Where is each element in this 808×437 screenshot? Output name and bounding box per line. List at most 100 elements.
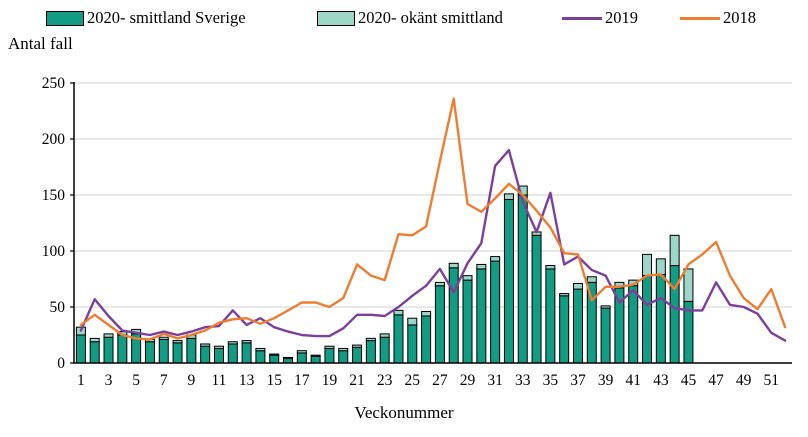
x-tick-label-3: 3 bbox=[105, 372, 113, 389]
bar-smittland-sverige-w28 bbox=[448, 267, 459, 364]
bar-smittland-sverige-w8 bbox=[172, 342, 183, 364]
bar-smittland-sverige-w39 bbox=[600, 307, 611, 364]
x-axis-title: Veckonummer bbox=[354, 403, 454, 422]
bar-smittland-sverige-w6 bbox=[144, 341, 155, 364]
bar-smittland-sverige-w33 bbox=[517, 194, 528, 364]
x-tick-label-27: 27 bbox=[432, 372, 448, 389]
bar-okant-smittland-w18 bbox=[310, 354, 321, 357]
bar-smittland-sverige-w42 bbox=[642, 275, 653, 364]
axes bbox=[73, 82, 792, 364]
bar-smittland-sverige-w10 bbox=[200, 345, 211, 364]
bar-okant-smittland-w24 bbox=[393, 309, 404, 316]
x-tick-label-35: 35 bbox=[543, 372, 559, 389]
y-tick-label-100: 100 bbox=[42, 243, 66, 260]
x-tick-label-23: 23 bbox=[377, 372, 393, 389]
bar-smittland-sverige-w3 bbox=[103, 336, 114, 364]
bar-okant-smittland-w7 bbox=[158, 336, 169, 340]
y-axis-title: Antal fall bbox=[8, 34, 73, 53]
x-tick-label-11: 11 bbox=[212, 372, 227, 389]
bar-smittland-sverige-w34 bbox=[531, 234, 542, 364]
bar-okant-smittland-w14 bbox=[255, 347, 266, 352]
bar-okant-smittland-w23 bbox=[379, 333, 390, 338]
bar-okant-smittland-w42 bbox=[642, 253, 653, 277]
bar-smittland-sverige-w30 bbox=[476, 268, 487, 364]
line-2019 bbox=[79, 148, 787, 342]
x-tick-label-1: 1 bbox=[77, 372, 85, 389]
y-tick-label-200: 200 bbox=[42, 131, 66, 148]
x-tick-label-9: 9 bbox=[187, 372, 195, 389]
bar-okant-smittland-w17 bbox=[296, 350, 307, 354]
x-tick-label-41: 41 bbox=[625, 372, 641, 389]
x-tick-label-47: 47 bbox=[708, 372, 724, 389]
bar-smittland-sverige-w17 bbox=[296, 352, 307, 364]
x-tick-label-49: 49 bbox=[736, 372, 752, 389]
y-tick-label-250: 250 bbox=[42, 75, 66, 92]
bar-smittland-sverige-w11 bbox=[213, 347, 224, 364]
legend-label-2019: 2019 bbox=[605, 8, 638, 27]
bar-okant-smittland-w35 bbox=[545, 265, 556, 270]
bar-smittland-sverige-w25 bbox=[407, 324, 418, 364]
bar-okant-smittland-w45 bbox=[683, 268, 694, 302]
legend-line-2018 bbox=[680, 16, 720, 20]
bar-smittland-sverige-w29 bbox=[462, 279, 473, 364]
x-tick-label-7: 7 bbox=[160, 372, 168, 389]
line-2018 bbox=[79, 97, 787, 341]
x-tick-label-31: 31 bbox=[487, 372, 503, 389]
x-tick-label-33: 33 bbox=[515, 372, 531, 389]
bar-smittland-sverige-w14 bbox=[255, 350, 266, 364]
bar-smittland-sverige-w22 bbox=[365, 340, 376, 364]
x-tick-label-37: 37 bbox=[570, 372, 586, 389]
bar-smittland-sverige-w15 bbox=[269, 354, 280, 364]
x-tick-label-19: 19 bbox=[322, 372, 338, 389]
legend-item-2019: 2019 bbox=[562, 8, 638, 28]
bar-okant-smittland-w12 bbox=[227, 341, 238, 345]
bar-smittland-sverige-w23 bbox=[379, 336, 390, 364]
bar-okant-smittland-w36 bbox=[559, 293, 570, 297]
bar-okant-smittland-w30 bbox=[476, 263, 487, 270]
x-axis-ticks: 1 3 5 7 9 11 13 15 17 19 21 23 25 27 29 31 33 35 37 39 41 43 4… bbox=[77, 372, 779, 389]
bar-smittland-sverige-w44 bbox=[669, 265, 680, 364]
bar-smittland-sverige-w12 bbox=[227, 343, 238, 364]
x-tick-label-45: 45 bbox=[681, 372, 697, 389]
bar-okant-smittland-w32 bbox=[503, 193, 514, 200]
bar-okant-smittland-w31 bbox=[490, 256, 501, 262]
bar-okant-smittland-w2 bbox=[89, 337, 100, 343]
x-tick-label-13: 13 bbox=[239, 372, 255, 389]
bar-smittland-sverige-w2 bbox=[89, 341, 100, 364]
bar-smittland-sverige-w41 bbox=[628, 285, 639, 364]
x-tick-label-5: 5 bbox=[132, 372, 140, 389]
bar-okant-smittland-w13 bbox=[241, 340, 252, 344]
bar-okant-smittland-w19 bbox=[324, 345, 335, 349]
bar-smittland-sverige-w13 bbox=[241, 342, 252, 364]
y-tick-label-0: 0 bbox=[57, 355, 65, 372]
legend-label-2020-sverige: 2020- smittland Sverige bbox=[87, 8, 246, 27]
legend-label-2018: 2018 bbox=[723, 8, 756, 27]
bars-2020 bbox=[75, 185, 694, 364]
bar-okant-smittland-w37 bbox=[572, 282, 583, 290]
bar-okant-smittland-w8 bbox=[172, 340, 183, 344]
y-axis-ticks: 0 50 100 150 200 250 bbox=[42, 75, 74, 372]
bar-smittland-sverige-w4 bbox=[117, 334, 128, 364]
bar-okant-smittland-w15 bbox=[269, 353, 280, 356]
bar-okant-smittland-w22 bbox=[365, 337, 376, 342]
bar-smittland-sverige-w27 bbox=[434, 285, 445, 364]
x-tick-label-43: 43 bbox=[653, 372, 669, 389]
bar-smittland-sverige-w37 bbox=[572, 288, 583, 364]
y-tick-label-50: 50 bbox=[50, 299, 66, 316]
legend-line-2019 bbox=[562, 16, 602, 20]
bar-smittland-sverige-w24 bbox=[393, 314, 404, 364]
bar-okant-smittland-w44 bbox=[669, 234, 680, 267]
bar-smittland-sverige-w20 bbox=[338, 350, 349, 364]
x-tick-label-51: 51 bbox=[764, 372, 780, 389]
bar-okant-smittland-w28 bbox=[448, 262, 459, 269]
bar-okant-smittland-w10 bbox=[200, 343, 211, 347]
bar-okant-smittland-w3 bbox=[103, 333, 114, 338]
bar-okant-smittland-w38 bbox=[586, 276, 597, 283]
x-tick-label-39: 39 bbox=[598, 372, 614, 389]
bar-smittland-sverige-w35 bbox=[545, 268, 556, 364]
bar-okant-smittland-w26 bbox=[421, 310, 432, 317]
bar-smittland-sverige-w7 bbox=[158, 338, 169, 364]
bar-smittland-sverige-w21 bbox=[352, 346, 363, 364]
bar-okant-smittland-w25 bbox=[407, 317, 418, 326]
